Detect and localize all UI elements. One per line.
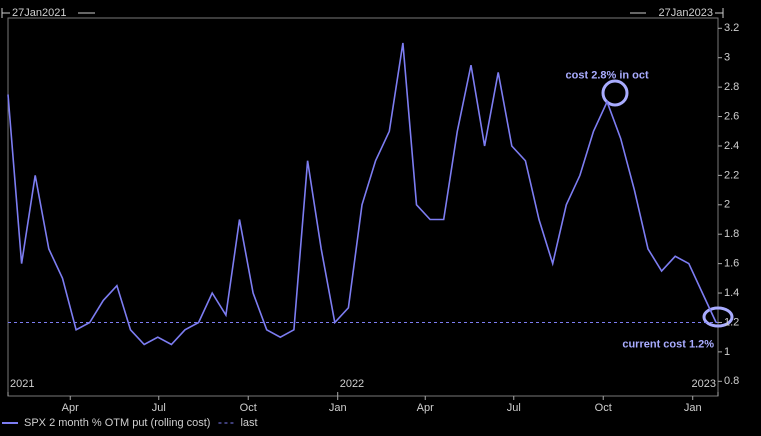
- year-label: 2023: [692, 378, 716, 390]
- annotation: current cost 1.2%: [622, 338, 714, 350]
- x-tick-label: Jan: [684, 402, 702, 414]
- y-tick-label: 3: [724, 52, 730, 64]
- y-tick-label: 1.4: [724, 287, 739, 299]
- highlight-circle: [702, 306, 734, 328]
- range-end: 27Jan2023: [659, 7, 713, 19]
- y-tick-label: 3.2: [724, 22, 739, 34]
- x-tick-label: Apr: [417, 402, 434, 414]
- x-tick-label: Jan: [329, 402, 347, 414]
- y-tick-label: 0.8: [724, 375, 739, 387]
- range-start: 27Jan2021: [12, 7, 66, 19]
- year-label: 2021: [10, 378, 34, 390]
- annotation: cost 2.8% in oct: [566, 70, 649, 82]
- x-tick-label: Oct: [595, 402, 612, 414]
- y-tick-label: 2.4: [724, 140, 739, 152]
- highlight-circle: [601, 79, 629, 107]
- x-tick-label: Jul: [152, 402, 166, 414]
- y-tick-label: 1.8: [724, 228, 739, 240]
- data-line: [7, 42, 717, 346]
- y-tick-label: 2.2: [724, 169, 739, 181]
- x-tick-label: Jul: [507, 402, 521, 414]
- y-tick-label: 1: [724, 346, 730, 358]
- y-tick-label: 2.8: [724, 81, 739, 93]
- legend-label: SPX 2 month % OTM put (rolling cost): [24, 417, 210, 429]
- year-label: 2022: [340, 378, 364, 390]
- x-tick-label: Oct: [240, 402, 257, 414]
- y-tick-label: 2: [724, 199, 730, 211]
- legend-label: last: [240, 417, 257, 429]
- y-tick-label: 2.6: [724, 110, 739, 122]
- y-tick-label: 1.6: [724, 258, 739, 270]
- y-tick-label: 1.2: [724, 316, 739, 328]
- plot-frame: [7, 17, 719, 397]
- x-tick-label: Apr: [62, 402, 79, 414]
